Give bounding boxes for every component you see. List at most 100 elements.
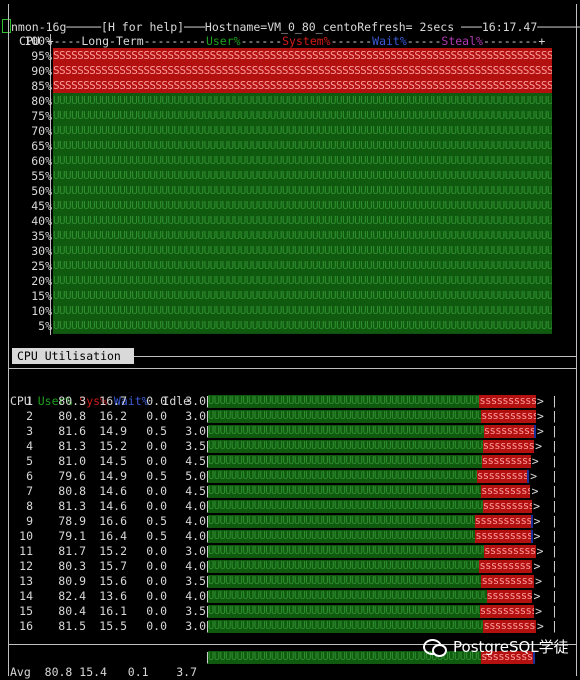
user-pct: 80.3 — [58, 559, 86, 573]
y-label: 20% — [31, 274, 52, 288]
y-label: 50% — [31, 184, 52, 198]
wait-pct: 0.0 — [146, 544, 167, 558]
sys-pct: 14.5 — [99, 454, 127, 468]
section-divider-2 — [8, 368, 576, 369]
idle-pct: 3.5 — [185, 604, 206, 618]
user-pct: 81.5 — [58, 619, 86, 633]
avg-bar-start: | — [204, 650, 211, 665]
wait-pct: 0.5 — [146, 469, 167, 483]
y-label: 60% — [31, 154, 52, 168]
avg-row: Avg 80.8 15.4 0.1 3.7 — [10, 650, 197, 679]
y-label: 40% — [31, 214, 52, 228]
y-label: 25% — [31, 259, 52, 273]
wait-pct: 0.0 — [146, 589, 167, 603]
sys-pct: 14.6 — [99, 484, 127, 498]
user-level-row: UUUUUUUUUUUUUUUUUUUUUUUUUUUUUUUUUUUUUUUU… — [53, 183, 552, 198]
tab-cpu-utilisation[interactable]: CPU Utilisation — [12, 348, 134, 364]
user-pct: 79.1 — [58, 529, 86, 543]
user-pct: 80.3 — [58, 394, 86, 408]
user-pct: 81.3 — [58, 499, 86, 513]
bar-end: | — [551, 589, 558, 603]
bar-end: | — [551, 394, 558, 408]
wait-pct: 0.0 — [146, 439, 167, 453]
y-label: 30% — [31, 244, 52, 258]
long-term-title: Long-Term — [81, 34, 144, 48]
idle-pct: 4.0 — [185, 499, 206, 513]
frame-right — [576, 4, 577, 676]
header-plus: + — [538, 34, 546, 48]
user-pct: 80.8 — [58, 409, 86, 423]
long-term-plot: SSSSSSSSSSSSSSSSSSSSSSSSSSSSSSSSSSSSSSSS… — [53, 48, 552, 334]
sys-pct: 15.5 — [99, 619, 127, 633]
bar-arrow: > — [533, 589, 541, 603]
wait-segment — [530, 515, 533, 528]
bar-arrow: > — [530, 469, 538, 483]
title-bar: nmon-16g─────[H for help]───Hostname=VM_… — [2, 4, 580, 35]
bar-start: | — [204, 499, 211, 514]
header-dashes-4: ------ — [330, 34, 373, 48]
wait-pct: 0.0 — [146, 454, 167, 468]
y-label: 65% — [31, 139, 52, 153]
y-label: 5% — [38, 319, 52, 333]
bar-start: | — [204, 529, 211, 544]
system-segment: ssssssssssssssssssssssss — [481, 455, 531, 468]
scale-pipe-0: | — [204, 394, 211, 408]
wait-segment — [534, 425, 537, 438]
bar-arrow: > — [536, 409, 544, 423]
user-level-row: UUUUUUUUUUUUUUUUUUUUUUUUUUUUUUUUUUUUUUUU… — [53, 168, 552, 183]
header-dashes-2: --------- — [143, 34, 206, 48]
col-wait: Wait% — [113, 394, 149, 408]
system-segment: ssssssssssssssssssssssss — [479, 605, 535, 618]
idle-pct: 4.5 — [185, 484, 206, 498]
wait-pct: 0.0 — [146, 409, 167, 423]
wait-pct: 0.5 — [146, 514, 167, 528]
y-label: 45% — [31, 199, 52, 213]
cpu-number: 11 — [19, 544, 33, 558]
cpu-number: 3 — [26, 424, 33, 438]
title-rule-4: ─────── — [537, 20, 580, 34]
user-segment: UUUUUUUUUUUUUUUUUUUUUUUUUUUUUUUUUUUUUUUU… — [208, 500, 483, 513]
user-pct: 78.9 — [58, 514, 86, 528]
bar-start: | — [204, 559, 211, 574]
avg-user: 80.8 — [44, 665, 73, 679]
system-segment: ssssssssssssssssssssssss — [477, 470, 528, 483]
user-segment: UUUUUUUUUUUUUUUUUUUUUUUUUUUUUUUUUUUUUUUU… — [208, 651, 482, 664]
refresh-rate: Refresh= 2secs — [357, 20, 455, 34]
user-segment: UUUUUUUUUUUUUUUUUUUUUUUUUUUUUUUUUUUUUUUU… — [208, 560, 480, 573]
bar-arrow: > — [535, 439, 543, 453]
wait-pct: 0.0 — [146, 499, 167, 513]
y-label: 85% — [31, 79, 52, 93]
hostname: Hostname=VM_0_80_cento — [204, 20, 358, 34]
user-pct: 81.3 — [58, 439, 86, 453]
cpu-number: 1 — [26, 394, 33, 408]
cpu-number: 9 — [26, 514, 33, 528]
long-term-y-axis — [50, 34, 51, 335]
bar-arrow: > — [533, 514, 541, 528]
user-segment: UUUUUUUUUUUUUUUUUUUUUUUUUUUUUUUUUUUUUUUU… — [208, 425, 484, 438]
cpu-number: 2 — [26, 409, 33, 423]
col-cpu: CPU — [10, 394, 31, 408]
clock: 16:17.47 — [481, 20, 538, 34]
idle-pct: 4.0 — [185, 589, 206, 603]
sys-pct: 16.7 — [99, 394, 127, 408]
cpu-number: 15 — [19, 604, 33, 618]
sys-pct: 15.6 — [99, 574, 127, 588]
bar-start: | — [204, 424, 211, 439]
bar-arrow: > — [536, 544, 544, 558]
y-label: 90% — [31, 64, 52, 78]
title-rule-1: ───── — [66, 20, 102, 34]
bar-start: | — [204, 589, 211, 604]
title-rule-3: ─── — [454, 20, 482, 34]
user-level-row: UUUUUUUUUUUUUUUUUUUUUUUUUUUUUUUUUUUUUUUU… — [53, 243, 552, 258]
bar-arrow: > — [531, 484, 539, 498]
user-level-row: UUUUUUUUUUUUUUUUUUUUUUUUUUUUUUUUUUUUUUUU… — [53, 228, 552, 243]
bar-start: | — [204, 409, 211, 424]
user-pct: 81.7 — [58, 544, 86, 558]
help-hint[interactable]: [H for help] — [101, 20, 185, 34]
user-pct: 80.4 — [58, 604, 86, 618]
header-dashes-5: ----- — [406, 34, 442, 48]
bar-start: | — [204, 544, 211, 559]
legend-system: System% — [282, 34, 331, 48]
sys-pct: 15.7 — [99, 559, 127, 573]
avg-idle: 3.7 — [176, 665, 198, 679]
